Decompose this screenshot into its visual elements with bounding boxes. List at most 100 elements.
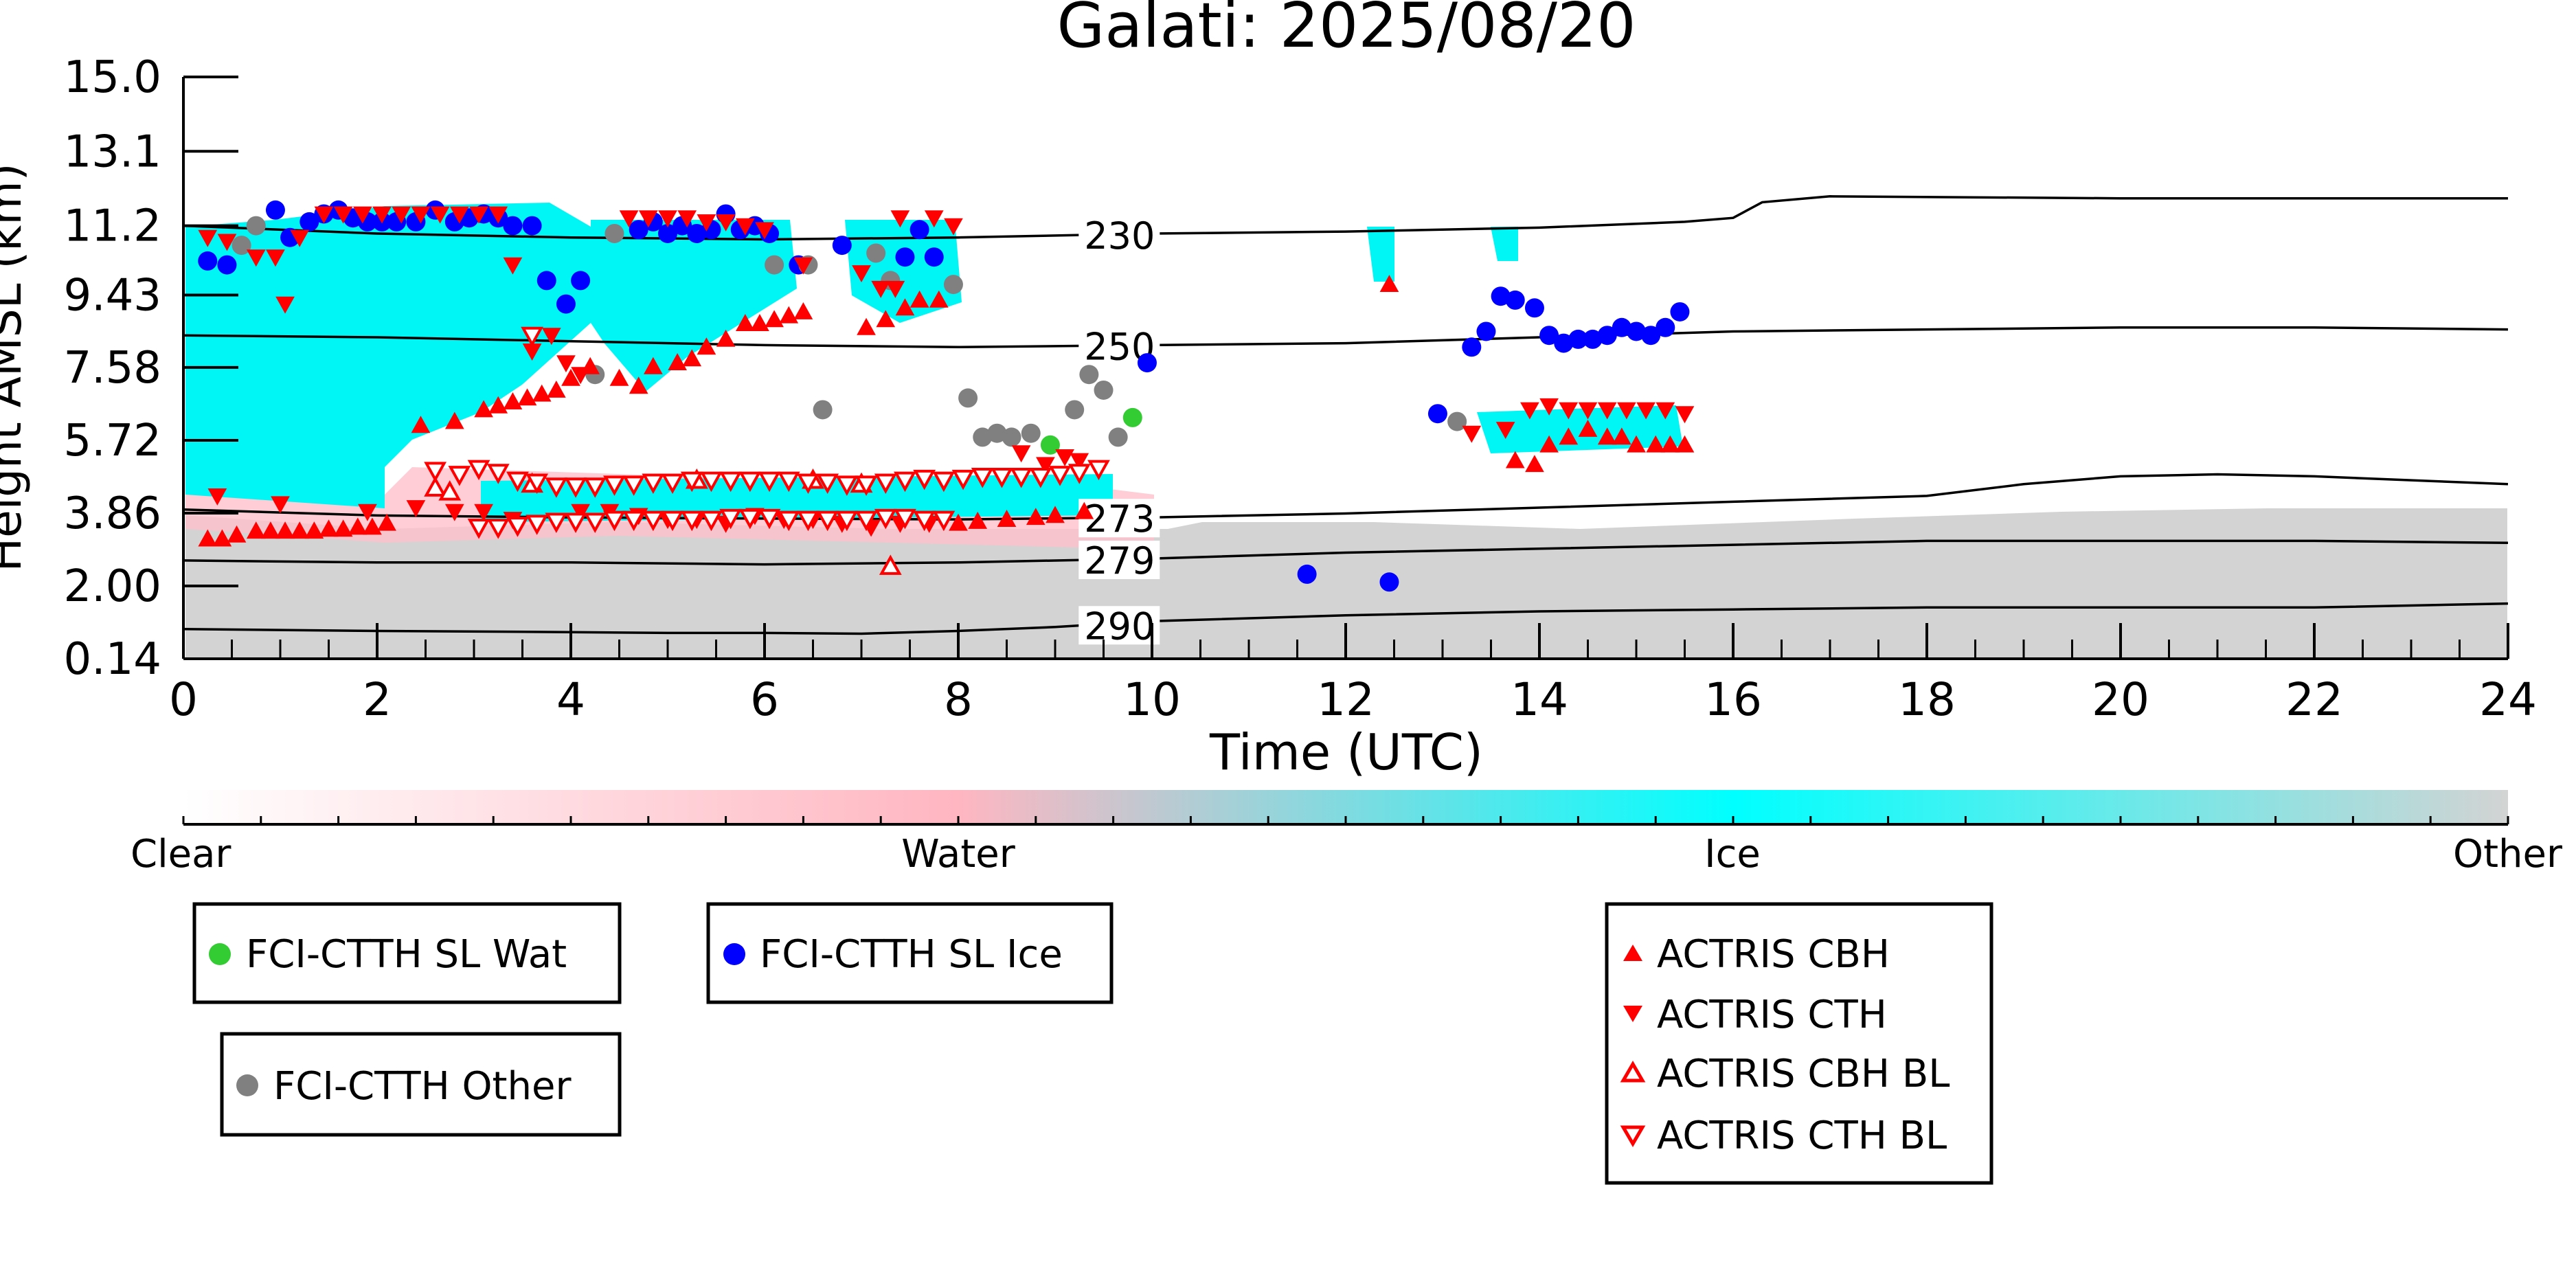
marker-actris-cbh [377,513,396,531]
marker-actris-cth [677,210,697,228]
marker-fci-ctth-sl-ice [556,294,576,314]
marker-actris-cth-bl [894,471,916,493]
marker-actris-cbh [1597,427,1617,445]
legend-label: FCI-CTTH Other [273,1064,572,1109]
y-tick-label: 9.43 [64,270,162,321]
x-tick-label: 24 [2479,673,2537,726]
marker-fci-ctth-sl-ice [522,216,542,236]
marker-actris-cth-bl [835,510,859,532]
isotherm-line [183,195,2508,241]
marker-actris-cth-bl [661,473,684,495]
marker-actris-cth [333,206,353,224]
marker-actris-cbh [1646,435,1666,453]
marker-actris-cth [1495,422,1515,440]
marker-actris-cth-bl [738,508,762,530]
marker-actris-cbh [561,368,580,386]
marker-actris-cth [411,206,431,224]
marker-actris-cth-bl [467,519,490,539]
x-tick-label: 12 [1317,673,1375,726]
y-tick-label: 5.72 [64,416,162,466]
marker-actris-cbh [750,314,769,331]
marker-actris-cth [885,280,905,298]
marker-actris-cbh [629,376,648,394]
marker-actris-cth [793,257,813,275]
marker-fci-ctth-other [765,255,784,275]
marker-fci-ctth-other [943,275,963,295]
marker-actris-cbh [1379,275,1399,292]
marker-actris-cbh [261,521,280,539]
y-tick-label: 2.00 [64,561,162,612]
marker-layer [198,200,1695,592]
marker-actris-cbh [1559,427,1579,445]
marker-actris-cth [198,229,218,247]
marker-actris-cth [488,206,508,224]
marker-actris-cth [217,234,237,251]
marker-fci-ctth-sl-ice [658,223,677,243]
marker-actris-cth-bl [583,477,607,498]
legend-swatch-cth [1623,1006,1642,1022]
marker-actris-cth [890,210,910,228]
marker-actris-cth [1036,457,1055,475]
isotherm-label: 290 [1084,605,1155,648]
marker-actris-cth [353,206,372,224]
marker-actris-cbh [697,337,716,355]
marker-actris-cbh [304,521,324,539]
marker-actris-cth [1520,402,1539,420]
marker-actris-cth-bl [816,510,839,532]
marker-actris-cbh [876,310,896,328]
isotherm-label: 273 [1084,497,1155,541]
legend-box-actris: ACTRIS CBH ACTRIS CTH ACTRIS CBH BL ACTR… [1605,902,1993,1185]
marker-actris-cbh [1539,435,1559,453]
x-tick-label: 0 [169,673,198,726]
marker-actris-cbh [1505,451,1525,468]
marker-fci-ctth-sl-ice [1297,564,1317,584]
legend-swatch-cbh-bl [1620,1061,1646,1083]
marker-actris-cbh [644,357,663,374]
marker-fci-ctth-sl-ice [1491,286,1511,306]
marker-actris-cbh [363,517,382,535]
other-class-area [185,508,2507,658]
isotherm-line [183,539,2508,566]
marker-actris-cth-bl [700,510,723,532]
marker-actris-cbh [1660,435,1680,453]
marker-actris-cbh [1578,419,1598,437]
marker-fci-ctth-other [958,388,978,408]
marker-actris-cbh [517,388,537,406]
marker-actris-cbh [668,353,687,370]
marker-actris-cth-bl [526,473,549,495]
x-tick-label: 14 [1511,673,1568,726]
marker-actris-cth-bl [1048,466,1072,486]
y-tick-label: 3.86 [64,488,162,539]
colorbar-label-clear: Clear [131,832,231,877]
marker-fci-ctth-sl-ice [503,216,523,236]
marker-actris-cth [1011,445,1031,463]
marker-fci-ctth-other [1065,400,1085,420]
marker-actris-cbh [275,521,295,539]
marker-actris-cth [638,210,658,228]
marker-actris-cth [503,257,523,275]
marker-actris-cth-bl [797,510,820,532]
x-tick-label: 18 [1898,673,1956,726]
y-ticks: 15.0 13.1 11.2 9.43 7.58 5.72 3.86 2.00 0.14 [64,52,238,685]
marker-actris-cth-bl [971,467,994,488]
ice-class-area-7 [1491,227,1518,261]
marker-actris-cth-bl [564,512,587,534]
marker-fci-ctth-other [1094,380,1114,400]
marker-actris-cbh [1074,501,1094,519]
marker-actris-cth-bl [506,517,529,537]
marker-actris-cbh [997,510,1017,527]
marker-actris-cth-bl [661,510,684,532]
marker-actris-cth [852,265,871,283]
x-tick-label: 16 [1704,673,1762,726]
x-tick-label: 20 [2092,673,2149,726]
isotherm-label: 279 [1084,539,1155,583]
marker-fci-ctth-other [605,223,624,243]
marker-actris-cbh [532,384,552,402]
marker-actris-cbh [793,302,813,319]
x-tick-label: 22 [2285,673,2343,726]
marker-actris-cth-bl [777,471,800,493]
marker-actris-cbh [488,396,508,414]
marker-actris-cth [571,504,590,521]
y-tick-label: 15.0 [64,52,162,103]
isotherm-line [183,326,2508,349]
